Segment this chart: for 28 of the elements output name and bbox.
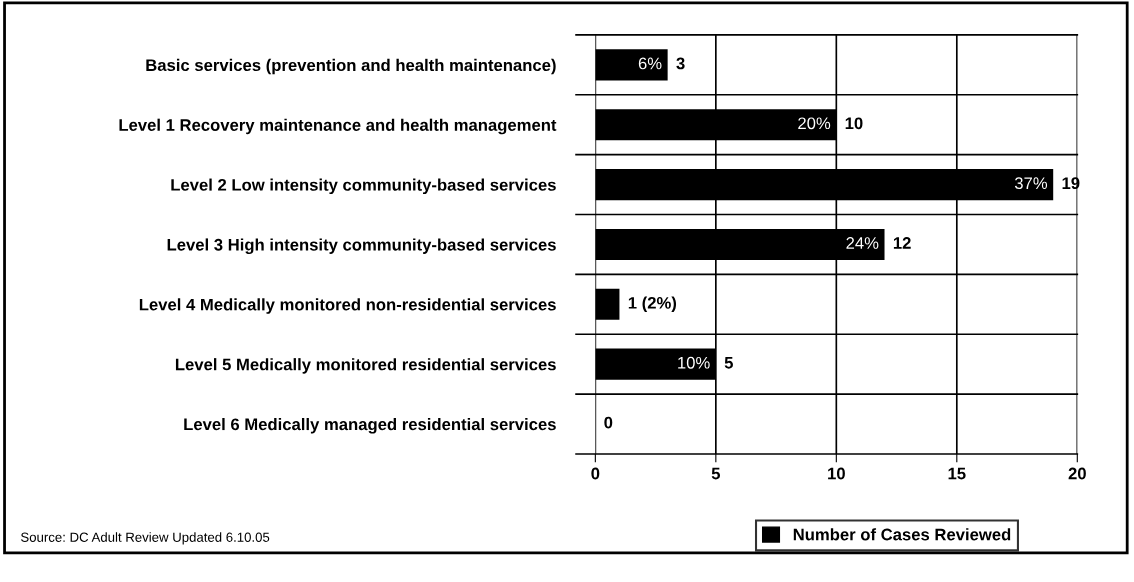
data-label: 5 bbox=[724, 357, 733, 369]
data-label: 12 bbox=[893, 237, 911, 249]
y-tick-label: Level 2 Low intensity community-based services bbox=[171, 178, 556, 195]
data-label: 1 (2%) bbox=[628, 296, 677, 313]
legend-label: Number of Cases Reviewed bbox=[793, 528, 1011, 541]
x-tick-label: 15 bbox=[948, 467, 966, 480]
y-tick-label: Level 5 Medically monitored residential services bbox=[175, 358, 556, 374]
source-note: Source: DC Adult Review Updated 6.10.05 bbox=[21, 532, 270, 545]
x-tick-label: 5 bbox=[711, 467, 721, 480]
annotation: 24% bbox=[846, 237, 879, 249]
y-tick-label: Level 6 Medically managed residential services bbox=[184, 417, 556, 434]
y-tick-label: Level 1 Recovery maintenance and health management bbox=[119, 118, 557, 135]
annotation: 10% bbox=[678, 356, 710, 369]
x-tick-label: 0 bbox=[591, 467, 600, 480]
data-label: 19 bbox=[1062, 177, 1080, 190]
y-tick-label: Level 3 High intensity community-based services bbox=[167, 238, 556, 255]
annotation: 20% bbox=[798, 117, 831, 130]
data-label: 3 bbox=[676, 57, 685, 70]
data-label: 0 bbox=[604, 416, 613, 429]
x-tick-label: 10 bbox=[828, 467, 845, 480]
y-tick-label: Level 4 Medically monitored non-residential services bbox=[139, 298, 556, 314]
x-tick-label: 20 bbox=[1068, 467, 1086, 480]
data-label: 10 bbox=[845, 117, 863, 130]
bar bbox=[595, 288, 620, 320]
annotation: 6% bbox=[638, 57, 662, 70]
annotation: 37% bbox=[1014, 177, 1048, 190]
bar bbox=[595, 49, 668, 81]
y-tick-label: Basic services (prevention and health maintenance) bbox=[146, 58, 556, 75]
